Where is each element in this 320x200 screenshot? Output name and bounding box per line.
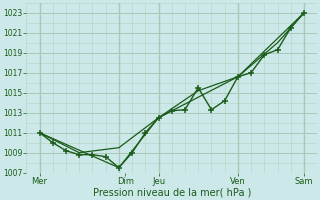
X-axis label: Pression niveau de la mer( hPa ): Pression niveau de la mer( hPa ) — [92, 187, 251, 197]
